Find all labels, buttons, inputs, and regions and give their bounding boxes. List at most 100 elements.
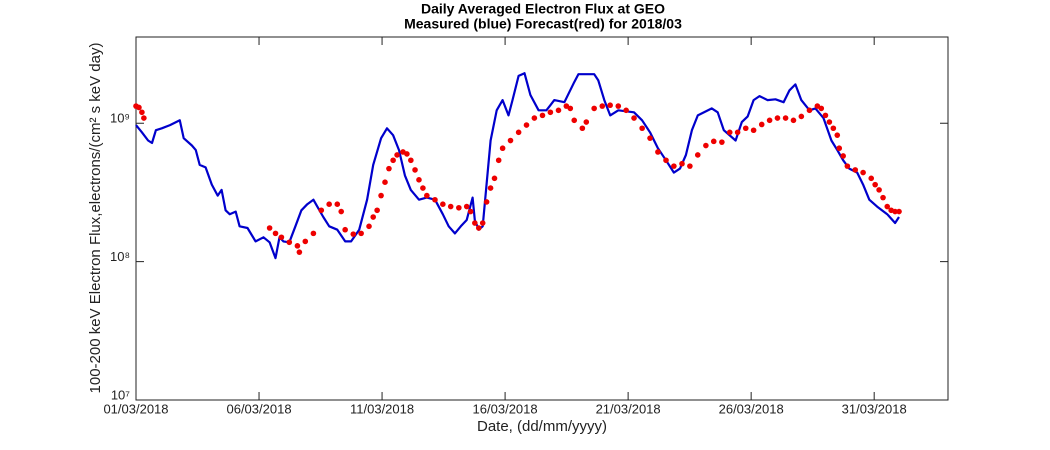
forecast-point	[139, 109, 145, 116]
forecast-point	[378, 192, 384, 199]
forecast-point	[547, 109, 554, 116]
forecast-point	[679, 160, 685, 167]
forecast-point	[647, 135, 653, 141]
x-tick-label: 11/03/2018	[350, 401, 414, 416]
x-tick-label: 06/03/2018	[226, 401, 291, 416]
forecast-point	[294, 243, 301, 249]
forecast-point	[868, 175, 875, 182]
y-axis-label: 100-200 keV Electron Flux,electrons/(cm²…	[87, 43, 104, 394]
x-tick-label: 26/03/2018	[719, 401, 784, 416]
forecast-point	[302, 238, 309, 245]
forecast-point	[499, 145, 506, 152]
forecast-point	[432, 196, 438, 203]
forecast-point	[555, 107, 562, 114]
x-tick-label: 31/03/2018	[842, 401, 907, 416]
forecast-point	[374, 207, 380, 214]
forecast-point	[579, 125, 586, 132]
forecast-point	[599, 103, 606, 109]
forecast-point	[671, 163, 677, 169]
forecast-point	[326, 201, 332, 207]
forecast-point	[136, 104, 142, 111]
forecast-point	[694, 152, 701, 158]
forecast-point	[623, 107, 629, 114]
chart-title: Daily Averaged Electron Flux at GEO	[421, 1, 665, 17]
forecast-point	[382, 179, 388, 185]
forecast-point	[386, 165, 392, 172]
forecast-point	[394, 152, 400, 158]
forecast-point	[774, 115, 781, 121]
forecast-point	[463, 203, 470, 210]
forecast-point	[826, 119, 833, 125]
forecast-point	[798, 113, 805, 120]
forecast-point	[334, 201, 341, 207]
forecast-point	[447, 203, 454, 210]
forecast-point	[655, 149, 661, 155]
forecast-point	[342, 226, 348, 233]
x-tick-label: 16/03/2018	[473, 401, 538, 416]
chart-subtitle: Measured (blue) Forecast(red) for 2018/0…	[404, 16, 682, 32]
forecast-point	[456, 204, 462, 211]
forecast-point	[515, 129, 522, 136]
forecast-point	[479, 220, 486, 226]
forecast-point	[475, 225, 482, 231]
x-axis-label: Date, (dd/mm/yyyy)	[477, 418, 607, 435]
forecast-point	[567, 105, 574, 112]
forecast-point	[539, 112, 546, 119]
forecast-point	[639, 125, 645, 132]
forecast-point	[404, 151, 410, 157]
forecast-point	[840, 153, 846, 159]
forecast-point	[734, 129, 741, 136]
forecast-point	[615, 103, 622, 109]
forecast-point	[631, 115, 637, 121]
x-tick-label: 21/03/2018	[596, 401, 661, 416]
forecast-point	[663, 157, 669, 164]
forecast-point	[876, 187, 882, 193]
forecast-point	[487, 185, 494, 191]
forecast-point	[390, 157, 396, 164]
forecast-point	[703, 142, 709, 149]
forecast-point	[370, 214, 377, 220]
forecast-point	[338, 208, 345, 215]
forecast-point	[742, 125, 749, 132]
forecast-point	[790, 117, 797, 124]
forecast-point	[440, 201, 446, 207]
forecast-point	[583, 119, 590, 125]
forecast-point	[416, 177, 422, 183]
x-tick-label: 01/03/2018	[103, 401, 168, 416]
forecast-point	[719, 139, 725, 145]
forecast-point	[892, 208, 898, 215]
forecast-point	[806, 107, 813, 114]
forecast-point	[896, 208, 902, 215]
forecast-point	[822, 112, 829, 119]
forecast-point	[507, 137, 514, 144]
forecast-point	[420, 185, 426, 191]
forecast-point	[412, 167, 418, 173]
forecast-point	[834, 132, 841, 138]
forecast-point	[296, 249, 303, 255]
forecast-point	[872, 181, 878, 188]
forecast-point	[491, 175, 498, 182]
plot-frame	[135, 36, 949, 401]
forecast-point	[830, 125, 837, 132]
forecast-point	[318, 207, 325, 214]
forecast-point	[758, 121, 765, 128]
forecast-point	[523, 122, 530, 128]
forecast-point	[844, 163, 851, 169]
forecast-point	[472, 220, 478, 226]
y-tick-label: 10⁸	[110, 249, 130, 264]
forecast-point	[495, 157, 502, 164]
forecast-point	[884, 203, 891, 210]
forecast-point	[483, 199, 490, 205]
forecast-point	[750, 127, 757, 134]
forecast-point	[531, 115, 538, 121]
measured-line	[135, 72, 900, 260]
forecast-point	[272, 230, 279, 237]
forecast-point	[860, 169, 866, 176]
y-tick-label: 10⁷	[111, 387, 130, 402]
forecast-point	[424, 192, 430, 199]
forecast-point	[141, 115, 147, 121]
forecast-point	[852, 167, 859, 173]
y-tick-label: 10⁹	[110, 111, 130, 126]
